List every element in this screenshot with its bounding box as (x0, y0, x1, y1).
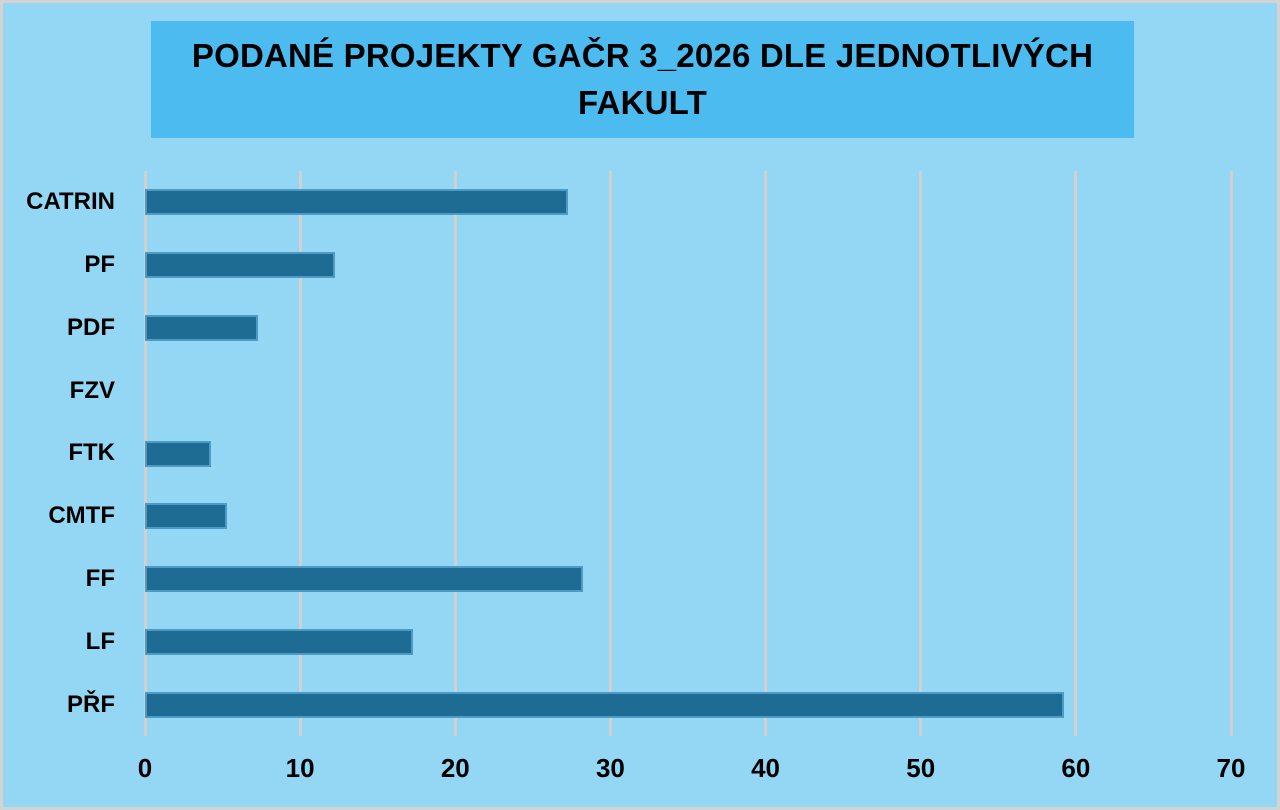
chart-title: PODANÉ PROJEKTY GAČR 3_2026 DLE JEDNOTLI… (151, 21, 1134, 138)
bar-1 (145, 252, 336, 279)
value-tick-label-20: 20 (440, 753, 470, 783)
bar-2 (145, 314, 258, 341)
value-tick-label-40: 40 (751, 753, 781, 783)
category-axis: CATRIN PF PDF FZV FTK CMTF FF LF PŘF (3, 171, 115, 736)
category-label-6: FF (85, 565, 115, 593)
gridline-x-40 (764, 171, 768, 736)
gridline-x-50 (919, 171, 923, 736)
bar-8 (145, 691, 1065, 718)
bar-0 (145, 189, 568, 216)
gridline-x-70 (1229, 171, 1233, 736)
value-tick-label-0: 0 (137, 753, 153, 783)
category-label-5: CMTF (48, 502, 115, 530)
value-tick-label-50: 50 (906, 753, 936, 783)
value-tick-label-10: 10 (285, 753, 315, 783)
plot-area (143, 171, 1233, 736)
category-label-8: PŘF (67, 690, 115, 718)
value-tick-label-30: 30 (595, 753, 625, 783)
gridline-x-60 (1074, 171, 1078, 736)
bar-5 (145, 503, 227, 530)
category-label-2: PDF (67, 313, 115, 341)
bar-7 (145, 628, 413, 655)
category-label-3: FZV (69, 376, 115, 404)
value-tick-label-60: 60 (1061, 753, 1091, 783)
value-tick-label-70: 70 (1216, 753, 1246, 783)
value-axis: 0 10 20 30 40 50 60 70 (138, 747, 1246, 787)
category-label-7: LF (85, 627, 115, 655)
bar-6 (145, 566, 584, 593)
category-label-0: CATRIN (26, 188, 115, 216)
category-label-1: PF (84, 251, 115, 279)
gridline-x-30 (608, 171, 612, 736)
category-label-4: FTK (68, 439, 115, 467)
bar-4 (145, 440, 212, 467)
gridline-x-20 (453, 171, 457, 736)
gridline-x-10 (298, 171, 302, 736)
